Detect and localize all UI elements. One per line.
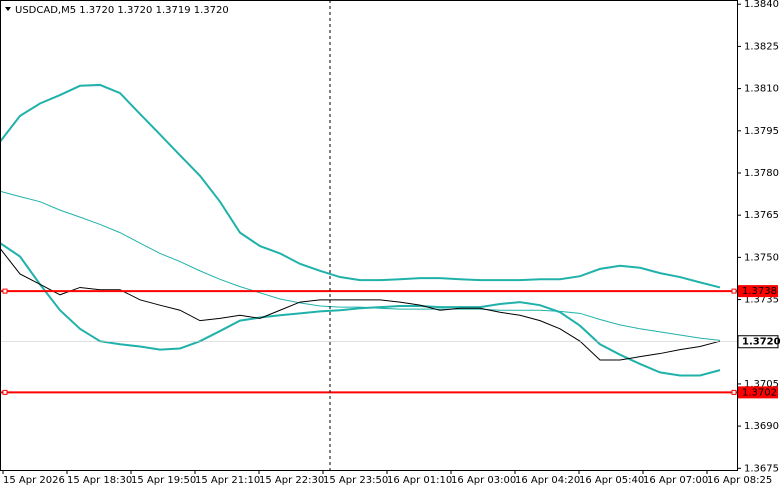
band-line (0, 83, 721, 289)
level-label: 1.3738 (742, 286, 777, 297)
price-line (0, 248, 721, 361)
x-tick-label: 15 Apr 19:50 (131, 475, 196, 486)
y-tick-label: 1.3795 (744, 126, 779, 137)
x-tick-label: 15 Apr 22:30 (259, 475, 324, 486)
level-label-box (738, 386, 778, 399)
x-tick-label: 16 Apr 07:00 (643, 475, 708, 486)
y-tick-label: 1.3750 (744, 252, 779, 263)
y-tick-label: 1.3765 (744, 210, 779, 221)
menu-arrow[interactable] (5, 7, 11, 11)
x-tick-label: 16 Apr 01:10 (387, 475, 452, 486)
plot-frame (0, 0, 738, 471)
x-tick-label: 15 Apr 21:10 (195, 475, 260, 486)
band-line (0, 190, 721, 341)
y-tick-label: 1.3780 (744, 168, 779, 179)
level-handle (2, 288, 8, 294)
y-tick-label: 1.3735 (744, 295, 779, 306)
x-tick-label: 16 Apr 03:00 (451, 475, 516, 486)
level-label: 1.3702 (742, 387, 777, 398)
chart-title: USDCAD,M5 1.3720 1.3720 1.3719 1.3720 (15, 5, 229, 16)
y-tick-label: 1.3675 (744, 463, 779, 474)
y-tick-label: 1.3690 (744, 421, 779, 432)
x-tick-label: 15 Apr 23:50 (323, 475, 388, 486)
level-handle (731, 389, 737, 395)
x-tick-label: 16 Apr 08:25 (707, 475, 772, 486)
x-tick-label: 15 Apr 18:30 (67, 475, 132, 486)
y-tick-label: 1.3825 (744, 41, 779, 52)
x-tick-label: 16 Apr 04:20 (515, 475, 580, 486)
plot-area (0, 83, 737, 395)
last-price-label: 1.3720 (742, 337, 781, 348)
y-tick-label: 1.3810 (744, 84, 779, 95)
last-price-box (737, 335, 779, 349)
level-handle (731, 288, 737, 294)
level-label-box (738, 285, 778, 298)
y-tick-label: 1.3705 (744, 379, 779, 390)
x-tick-label: 15 Apr 2026 (3, 475, 65, 486)
band-line (0, 242, 721, 377)
x-tick-label: 16 Apr 05:40 (579, 475, 644, 486)
y-tick-label: 1.3840 (744, 0, 779, 10)
level-handle (2, 389, 8, 395)
